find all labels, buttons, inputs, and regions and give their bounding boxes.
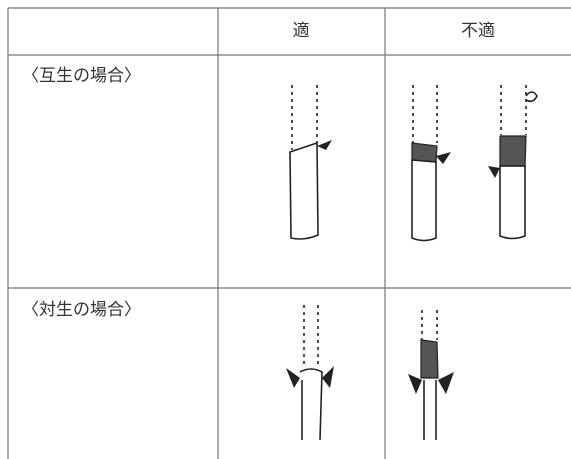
sketch-opposite-good <box>286 305 334 441</box>
header-cell: 適 <box>293 21 310 41</box>
row-label: 〈対生の場合〉 <box>22 300 141 320</box>
sketch-opposite-bad <box>408 310 454 440</box>
sketch-alternate-bad-1 <box>411 85 451 242</box>
table-grid <box>7 7 571 459</box>
header-cell: 不適 <box>461 21 495 41</box>
sketch-alternate-good <box>289 85 332 240</box>
row-label: 〈互生の場合〉 <box>22 66 141 86</box>
sketch-alternate-bad-2 <box>488 85 538 240</box>
